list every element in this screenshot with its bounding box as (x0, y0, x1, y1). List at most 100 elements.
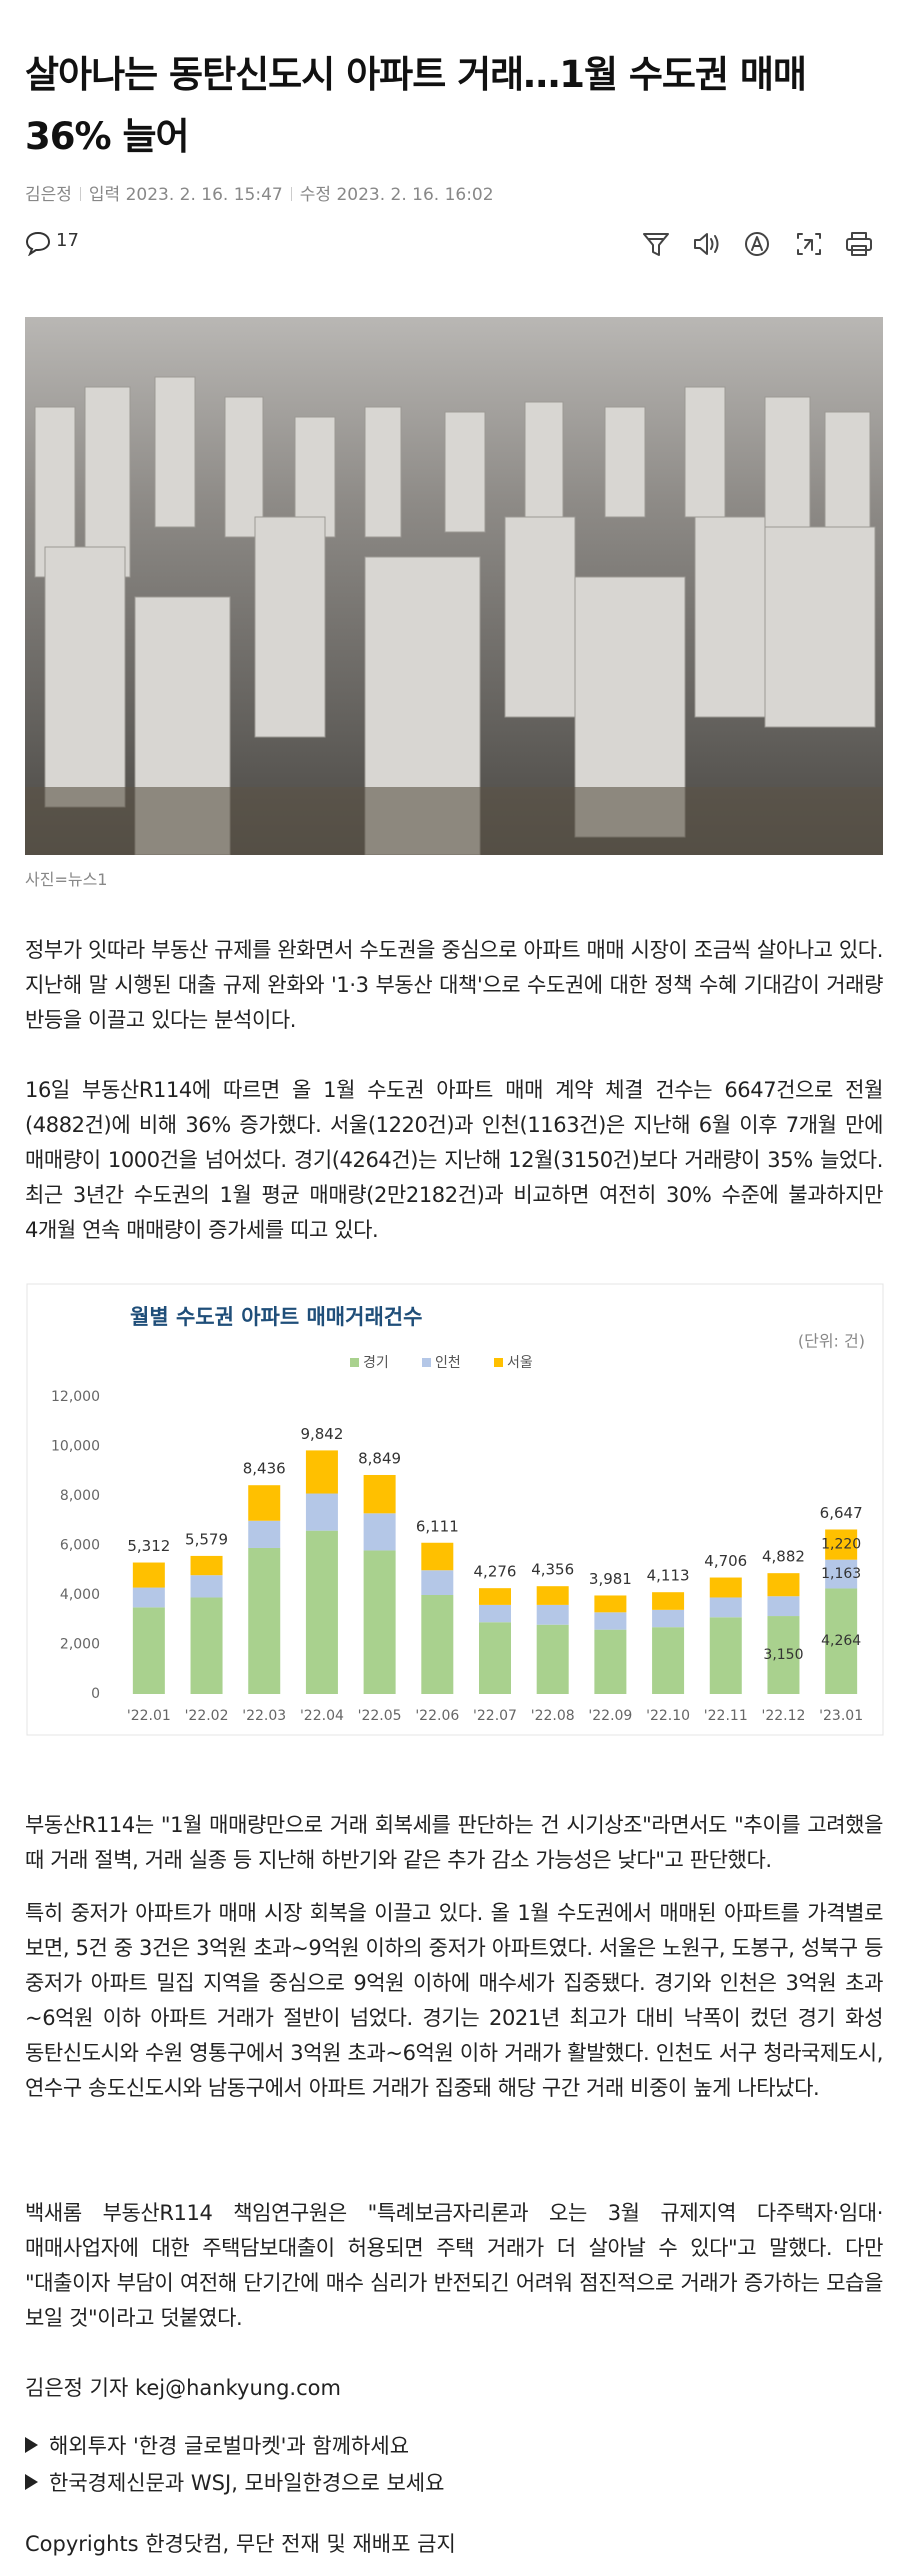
print-icon[interactable] (846, 232, 872, 256)
bar-segment (767, 1596, 800, 1617)
total-label: 6,111 (416, 1517, 459, 1535)
bar-segment (421, 1542, 454, 1571)
x-tick-label: '22.05 (358, 1708, 402, 1724)
filter-icon[interactable] (643, 233, 669, 256)
modify-time: 2023. 2. 16. 16:02 (336, 185, 494, 205)
x-tick-label: '22.06 (415, 1708, 459, 1724)
separator (290, 187, 292, 201)
bar-segment (363, 1474, 396, 1514)
bar-segment (190, 1597, 223, 1694)
x-tick-label: '23.01 (819, 1708, 863, 1724)
x-tick-label: '22.11 (704, 1708, 748, 1724)
total-label: 4,276 (474, 1563, 517, 1581)
bullet (25, 2474, 38, 2490)
bar-segment (479, 1588, 511, 1605)
total-label: 8,849 (358, 1449, 401, 1467)
legend-label: 경기 (363, 1355, 389, 1371)
segment-label: 3,150 (763, 1647, 803, 1663)
segment-label: 4,264 (821, 1633, 861, 1649)
paragraph: 16일 부동산R114에 따르면 올 1월 수도권 아파트 매매 계약 체결 건… (25, 1078, 883, 1242)
legend-label: 서울 (507, 1355, 533, 1371)
bar-segment (132, 1587, 165, 1608)
y-tick-label: 2,000 (60, 1637, 100, 1653)
toolbar (643, 232, 872, 256)
bar-segment (248, 1485, 281, 1521)
paragraph: 백새롬 부동산R114 책임연구원은 "특례보금자리론과 오는 3월 규제지역 … (25, 2201, 883, 2330)
comment-icon[interactable] (24, 230, 52, 256)
legend-swatch (350, 1358, 359, 1367)
bar-segment (825, 1559, 858, 1589)
bar-segment (190, 1555, 223, 1576)
article-title: 살아나는 동탄신도시 아파트 거래…1월 수도권 매매 36% 늘어 (25, 53, 807, 158)
bar-segment (536, 1604, 569, 1625)
bar-segment (305, 1530, 338, 1694)
chart-unit: (단위: 건) (798, 1332, 865, 1351)
total-label: 5,579 (185, 1530, 228, 1548)
y-tick-label: 6,000 (60, 1538, 100, 1554)
link-text[interactable]: 해외투자 '한경 글로벌마켓'과 함께하세요 (49, 2434, 410, 2458)
x-tick-label: '22.01 (127, 1708, 171, 1724)
promo-link[interactable]: 한국경제신문과 WSJ, 모바일한경으로 보세요 (25, 2467, 444, 2497)
y-tick-label: 4,000 (60, 1587, 100, 1603)
y-tick-label: 10,000 (51, 1439, 100, 1455)
bar-segment (421, 1595, 454, 1694)
bar-segment (363, 1513, 396, 1551)
author[interactable]: 김은정 (25, 185, 72, 205)
legend-swatch (422, 1358, 431, 1367)
bar-segment (421, 1570, 454, 1595)
total-label: 4,706 (704, 1552, 747, 1570)
total-label: 5,312 (127, 1537, 170, 1555)
total-label: 8,436 (243, 1460, 286, 1478)
x-tick-label: '22.02 (185, 1708, 229, 1724)
translate-icon[interactable] (797, 233, 821, 255)
separator (79, 187, 81, 201)
bar-segment (248, 1547, 281, 1694)
chart-title: 월별 수도권 아파트 매매거래건수 (130, 1305, 422, 1329)
bar-segment (709, 1617, 742, 1694)
total-label: 3,981 (589, 1570, 632, 1588)
total-label: 4,113 (647, 1567, 690, 1585)
paragraph: 정부가 잇따라 부동산 규제를 완화면서 수도권을 중심으로 아파트 매매 시장… (25, 938, 883, 1032)
copyright: Copyrights 한경닷컴, 무단 전재 및 재배포 금지 (25, 2532, 456, 2556)
bar-segment (305, 1450, 338, 1494)
x-tick-label: '22.04 (300, 1708, 344, 1724)
paragraph: 특히 중저가 아파트가 매매 시장 회복을 이끌고 있다. 올 1월 수도권에서… (25, 1901, 883, 2100)
x-tick-label: '22.08 (531, 1708, 575, 1724)
bullet (25, 2437, 38, 2453)
bar-segment (652, 1627, 685, 1694)
article-photo (25, 317, 883, 855)
legend-label: 인천 (435, 1355, 461, 1371)
total-label: 4,882 (762, 1548, 805, 1566)
bar-segment (190, 1575, 223, 1598)
bar-segment (536, 1586, 569, 1605)
audio-icon[interactable] (694, 233, 719, 255)
x-tick-label: '22.12 (761, 1708, 805, 1724)
bar-segment (536, 1624, 569, 1694)
font-icon[interactable] (745, 232, 769, 256)
bar-segment (363, 1550, 396, 1694)
promo-link[interactable]: 해외투자 '한경 글로벌마켓'과 함께하세요 (25, 2430, 409, 2460)
comment-count[interactable]: 17 (56, 230, 79, 251)
bar-segment (305, 1493, 338, 1531)
bar-segment (652, 1592, 685, 1610)
total-label: 4,356 (531, 1561, 574, 1579)
bar-segment (709, 1597, 742, 1618)
bar-segment (767, 1616, 800, 1694)
bar-segment (825, 1529, 858, 1560)
bar-segment (132, 1607, 165, 1694)
bar-segment (652, 1609, 685, 1628)
chart: 월별 수도권 아파트 매매거래건수 (단위: 건) 경기 인천 서울 0 2,000 4,… (26, 1283, 884, 1736)
x-tick-label: '22.09 (588, 1708, 632, 1724)
bar-segment (825, 1588, 858, 1694)
bar-segment (709, 1577, 742, 1598)
bar-segment (594, 1629, 627, 1694)
bar-segment (132, 1562, 165, 1588)
link-text[interactable]: 한국경제신문과 WSJ, 모바일한경으로 보세요 (49, 2471, 445, 2495)
bar-segment (767, 1573, 800, 1597)
total-label: 6,647 (820, 1504, 863, 1522)
x-tick-label: '22.03 (242, 1708, 286, 1724)
x-tick-label: '22.07 (473, 1708, 517, 1724)
bar-segment (594, 1612, 627, 1630)
input-time: 2023. 2. 16. 15:47 (125, 185, 283, 205)
